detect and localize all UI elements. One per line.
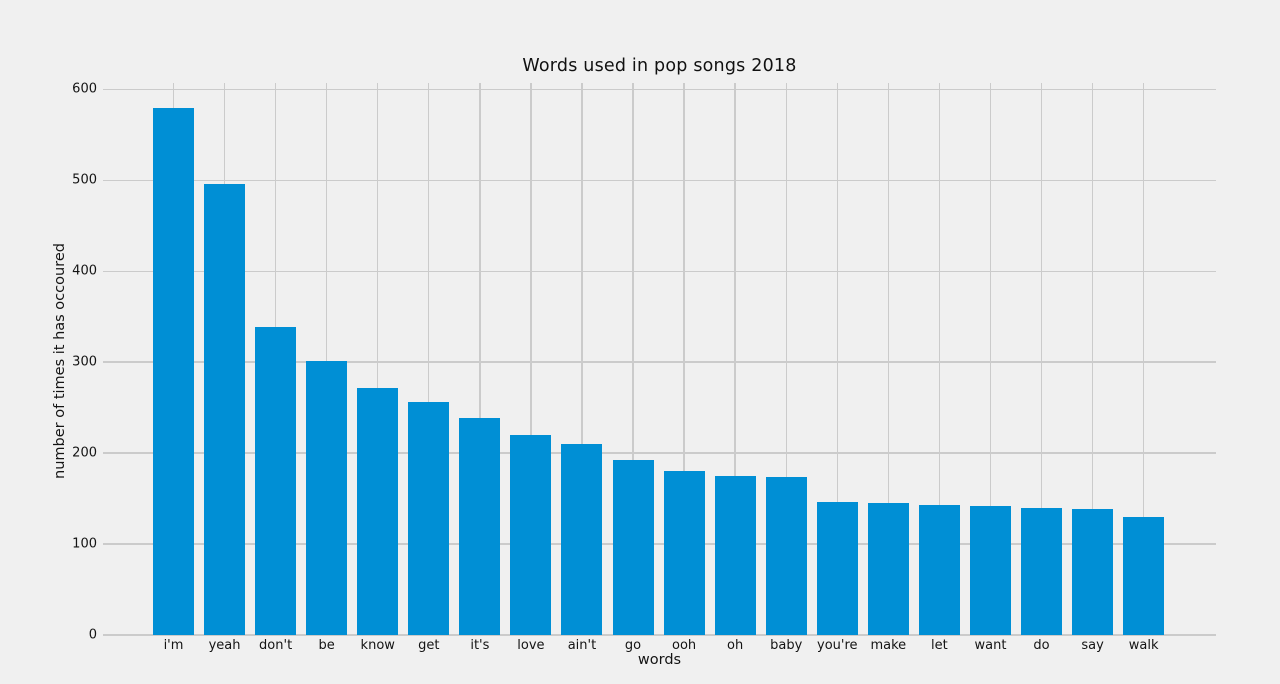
plot-area <box>103 83 1216 636</box>
x-gridline <box>989 83 992 635</box>
y-gridline <box>103 452 1216 454</box>
x-tick-label: it's <box>470 638 490 653</box>
x-gridline <box>938 83 941 635</box>
y-tick-label: 100 <box>72 536 97 552</box>
x-tick-label: say <box>1081 638 1104 653</box>
bar-baby <box>765 476 807 635</box>
y-gridline <box>103 270 1216 272</box>
x-gridline <box>479 83 481 635</box>
y-tick-label: 300 <box>72 354 97 370</box>
x-tick-label: yeah <box>208 638 241 653</box>
y-axis-label: number of times it has occoured <box>52 243 68 479</box>
x-gridline <box>734 83 736 635</box>
x-tick-label: ooh <box>672 638 697 653</box>
y-gridline <box>103 88 1216 91</box>
bar-ooh <box>663 471 705 635</box>
x-gridline <box>1040 83 1043 635</box>
x-gridline <box>530 83 532 635</box>
x-tick-label: go <box>624 638 642 653</box>
bar-say <box>1072 508 1114 635</box>
bar-youre <box>816 502 858 635</box>
x-tick-label: i'm <box>163 638 184 653</box>
x-gridline <box>325 83 328 635</box>
bar-know <box>357 387 399 635</box>
x-tick-label: know <box>360 638 395 653</box>
bar-love <box>510 434 552 635</box>
y-tick-label: 400 <box>72 263 97 279</box>
bar-be <box>306 361 348 635</box>
x-gridline <box>428 83 430 635</box>
x-tick-label: get <box>418 638 440 653</box>
x-tick-label: walk <box>1128 638 1159 653</box>
bar-yeah <box>204 183 246 635</box>
bar-go <box>612 459 654 635</box>
x-gridline <box>377 83 379 635</box>
y-tick-label: 200 <box>72 445 97 461</box>
bar-walk <box>1123 516 1165 635</box>
x-tick-label: make <box>870 638 907 653</box>
x-tick-label: want <box>974 638 1007 653</box>
x-gridline <box>683 83 685 635</box>
x-gridline <box>836 83 838 635</box>
bar-let <box>918 504 960 635</box>
bar-dont <box>255 326 297 635</box>
bar-want <box>969 505 1011 635</box>
bar-get <box>408 402 450 635</box>
x-gridline <box>1142 83 1145 635</box>
x-tick-label: don't <box>259 638 293 653</box>
x-gridline <box>581 83 583 635</box>
bar-do <box>1021 507 1063 635</box>
x-tick-label: oh <box>727 638 744 653</box>
y-tick-label: 600 <box>72 81 97 97</box>
x-tick-label: you're <box>817 638 858 653</box>
y-gridline <box>103 634 1216 636</box>
y-tick-label: 500 <box>72 172 97 188</box>
x-gridline <box>887 83 890 635</box>
chart-title: Words used in pop songs 2018 <box>522 56 797 76</box>
x-tick-label: ain't <box>567 638 597 653</box>
y-tick-label: 0 <box>88 627 97 643</box>
bar-im <box>153 107 194 635</box>
x-tick-label: love <box>517 638 545 653</box>
x-tick-label: baby <box>770 638 803 653</box>
x-tick-label: do <box>1033 638 1050 653</box>
bar-oh <box>714 475 756 635</box>
x-gridline <box>632 83 634 635</box>
y-gridline <box>103 361 1216 363</box>
bar-aint <box>561 444 603 635</box>
x-gridline <box>1091 83 1094 635</box>
x-gridline <box>785 83 787 635</box>
bar-its <box>459 417 501 635</box>
y-gridline <box>103 543 1216 545</box>
x-tick-label: be <box>318 638 335 653</box>
x-axis-label: words <box>637 652 682 668</box>
x-tick-label: let <box>931 638 948 653</box>
y-gridline <box>103 179 1216 181</box>
bar-make <box>867 503 909 635</box>
